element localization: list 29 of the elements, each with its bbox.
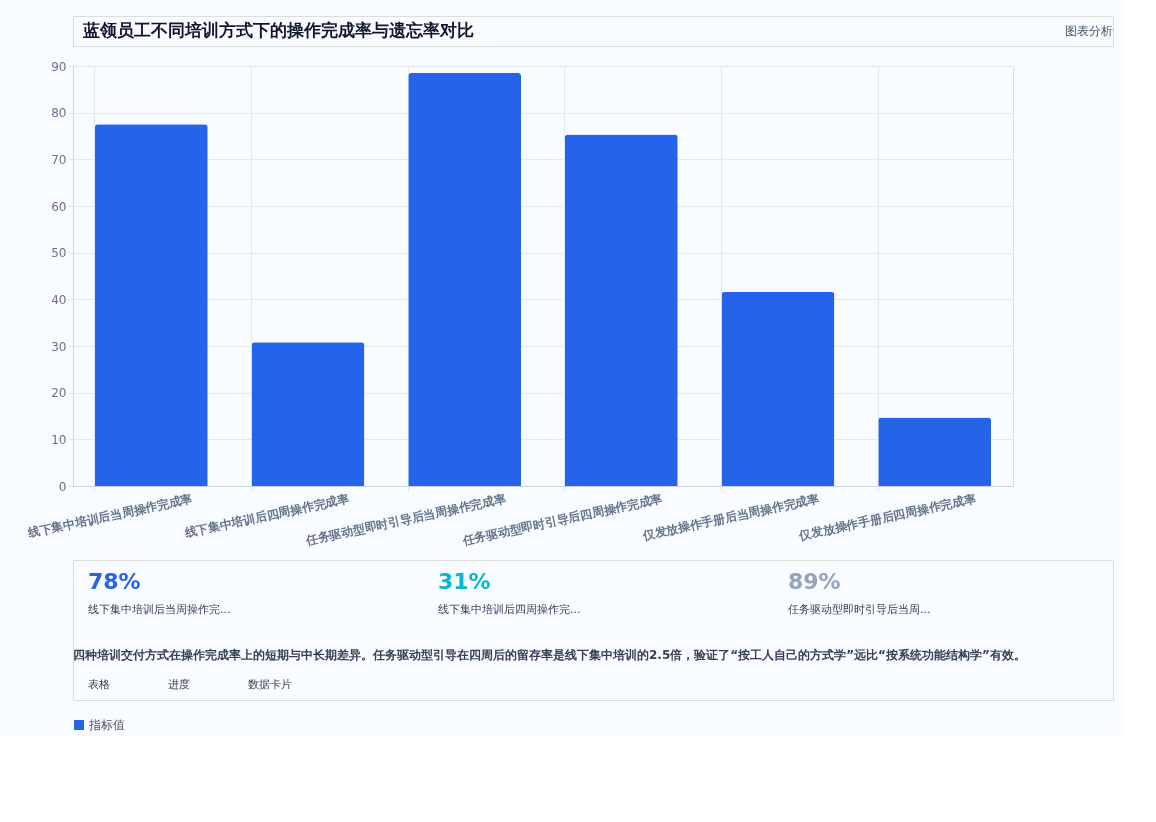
y-tick-label: 70 <box>51 152 67 167</box>
text: 89% <box>788 569 841 594</box>
y-tick-label: 90 <box>51 59 67 74</box>
text: 图表分析 <box>1065 24 1113 38</box>
y-tick-label: 80 <box>51 106 67 121</box>
text: 线下集中培训后四周操作完... <box>438 603 581 616</box>
text: 78% <box>88 569 141 594</box>
text: 任务驱动型即时引导后当周... <box>787 603 931 616</box>
text: 进度 <box>168 678 190 691</box>
chart-title: 蓝领员工不同培训方式下的操作完成率与遗忘率对比 <box>82 20 474 40</box>
y-tick-label: 10 <box>51 432 67 447</box>
y-tick-label: 30 <box>51 339 67 354</box>
text: 表格 <box>88 678 110 691</box>
bar <box>721 291 835 486</box>
text: 线下集中培训后当周操作完... <box>88 603 231 616</box>
y-tick-label: 60 <box>51 199 67 214</box>
text: 31% <box>438 569 491 594</box>
bar <box>564 134 678 486</box>
y-tick-label: 0 <box>58 479 67 494</box>
y-tick-label: 50 <box>51 246 67 261</box>
bar <box>878 417 992 486</box>
y-tick-label: 20 <box>51 386 67 401</box>
legend-label: 指标值 <box>88 718 125 732</box>
bar <box>251 342 365 486</box>
bar <box>408 73 522 486</box>
y-tick-label: 40 <box>51 292 67 307</box>
bar <box>94 124 208 486</box>
text: 四种培训交付方式在操作完成率上的短期与中长期差异。任务驱动型引导在四周后的留存率是线下集中培训的2.5倍，验证了“按工人自己的方式学”远比“按系统功能结构学”有效。 <box>73 648 1026 662</box>
text: 数据卡片 <box>248 678 292 691</box>
